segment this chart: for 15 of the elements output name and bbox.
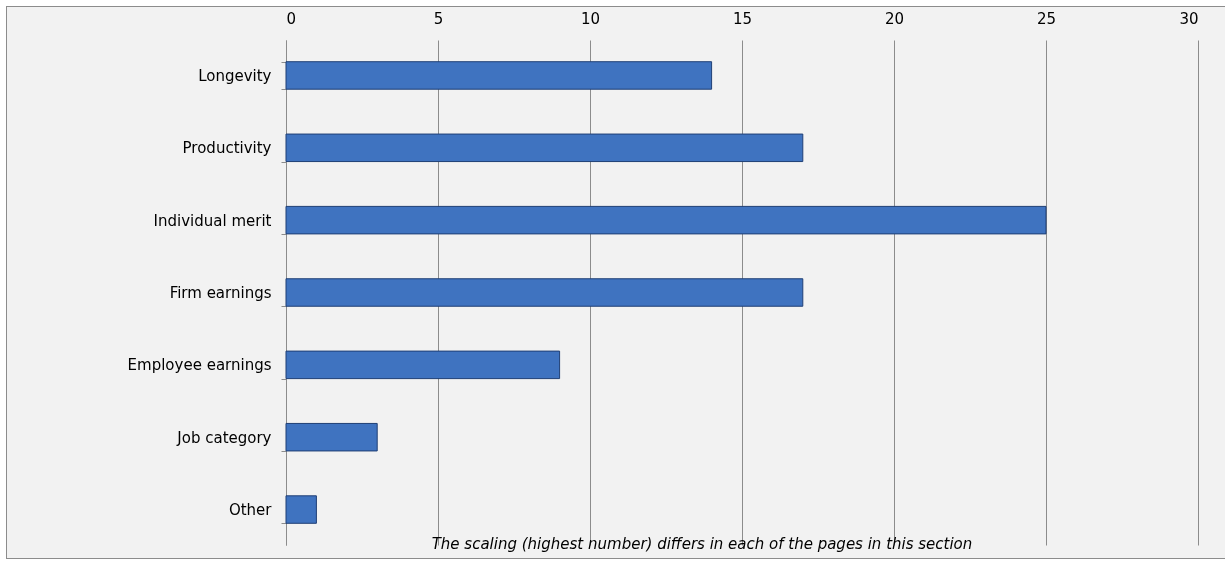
x-tick-label: 20: [884, 9, 905, 28]
x-tick-label: 10: [580, 9, 601, 28]
y-tick-label: Individual merit: [153, 211, 272, 230]
x-tick-label: 5: [433, 9, 444, 28]
x-tick-label: 0: [286, 9, 297, 28]
y-tick-label: Firm earnings: [169, 284, 272, 302]
x-tick-label: 15: [732, 9, 753, 28]
y-tick-label: Longevity: [198, 66, 272, 85]
y-tick-label: Employee earnings: [127, 356, 272, 375]
y-tick-label: Productivity: [182, 139, 272, 158]
y-tick-label: Job category: [176, 428, 272, 447]
y-tick-label: Other: [228, 501, 273, 520]
annotation: The scaling (highest number) differs in each of the pages in this section: [431, 535, 973, 553]
x-tick-label: 25: [1036, 9, 1057, 28]
x-tick-label: 30: [1179, 9, 1199, 28]
